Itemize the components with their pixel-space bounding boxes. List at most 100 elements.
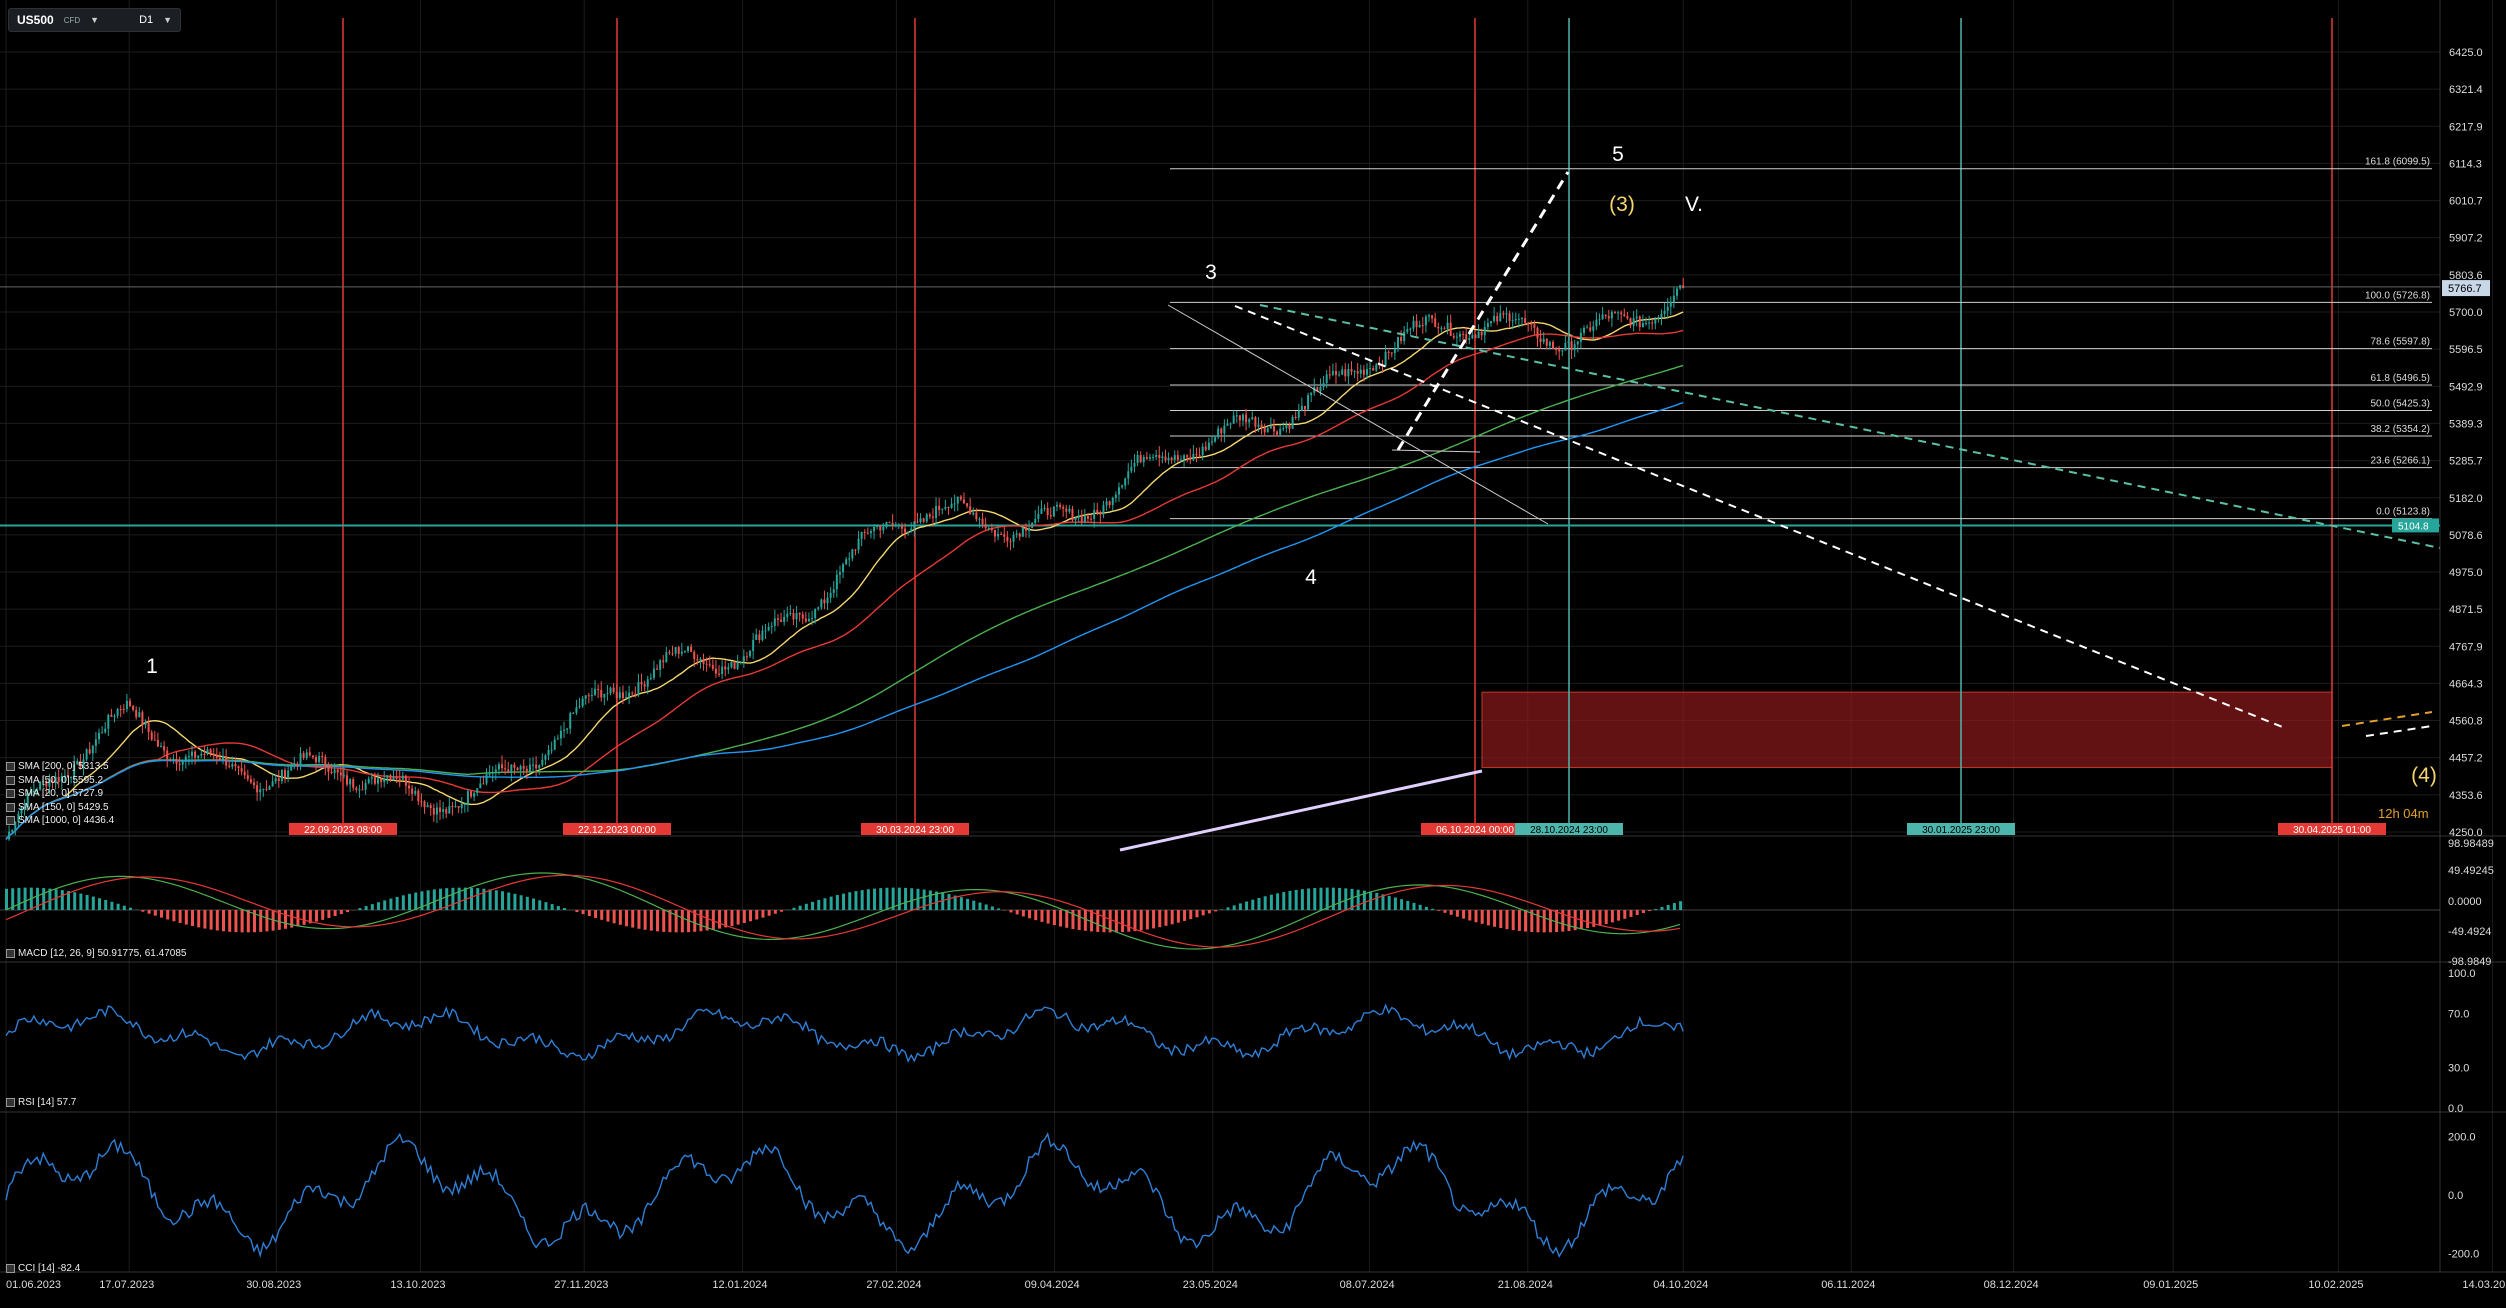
macd-bar (835, 895, 839, 910)
price-tick: 4664.3 (2449, 678, 2483, 690)
checkbox-icon[interactable] (6, 816, 15, 826)
candle-body (528, 764, 531, 772)
indicator-item[interactable]: SMA [200, 0] 5313.5 (6, 760, 114, 774)
candle-body (665, 652, 668, 663)
fib-label: 38.2 (5354.2) (2371, 424, 2431, 435)
macd-bar (1245, 901, 1249, 910)
target-zone (1481, 691, 2333, 768)
indicator-item[interactable]: SMA [20, 0] 5727.9 (6, 787, 114, 801)
checkbox-icon[interactable] (6, 1264, 15, 1273)
macd-bar (649, 910, 653, 931)
macd-bar (1679, 901, 1683, 910)
candle-body (1648, 322, 1651, 324)
macd-bar (606, 910, 610, 922)
candle-body (240, 768, 243, 772)
macd-bar (445, 888, 449, 910)
candle-body (1589, 327, 1592, 331)
candle-body (404, 775, 407, 786)
candle-body (1300, 405, 1303, 411)
candle-body (181, 760, 184, 765)
date-tick: 10.02.2025 (2308, 1279, 2363, 1291)
macd-bar (1468, 910, 1472, 921)
macd-bar (116, 903, 120, 910)
candle-body (206, 749, 209, 755)
macd-bar (780, 910, 784, 912)
candle-body (39, 781, 42, 790)
candle-body (1006, 536, 1009, 542)
macd-bar (172, 910, 176, 922)
symbol-name[interactable]: US500 (17, 13, 54, 27)
timeframe-dropdown-icon[interactable]: ▼ (163, 15, 173, 25)
candle-body (1282, 428, 1285, 430)
checkbox-icon[interactable] (6, 762, 15, 772)
indicator-item[interactable]: SMA [1000, 0] 4436.4 (6, 814, 114, 828)
candle-body (342, 775, 345, 777)
checkbox-icon[interactable] (6, 789, 15, 799)
candle-body (1654, 318, 1657, 324)
candle-body (355, 787, 358, 790)
cci-label[interactable]: CCI [14] -82.4 (6, 1263, 80, 1274)
macd-bar (122, 905, 126, 910)
candle-body (8, 831, 11, 840)
macd-bar (1567, 910, 1571, 931)
symbol-dropdown-icon[interactable]: ▼ (90, 15, 100, 25)
macd-bar (259, 910, 263, 932)
macd-bar (17, 887, 21, 910)
candle-body (1173, 455, 1176, 460)
candle-body (1313, 387, 1316, 393)
checkbox-icon[interactable] (6, 1098, 15, 1107)
checkbox-icon[interactable] (6, 949, 15, 958)
candle-body (14, 821, 17, 830)
candle-body (17, 813, 20, 822)
candle-body (1266, 428, 1269, 433)
macd-label[interactable]: MACD [12, 26, 9] 50.91775, 61.47085 (6, 948, 186, 959)
macd-bar (395, 896, 399, 910)
wave-labels: 1 3 4 5 (3) V. (4) (146, 143, 2437, 787)
macd-bar (668, 910, 672, 933)
timeframe-selector[interactable]: D1 (139, 14, 154, 26)
macd-bar (1480, 910, 1484, 924)
checkbox-icon[interactable] (6, 802, 15, 812)
macd-bar (67, 891, 71, 910)
macd-bar (1542, 910, 1546, 933)
candle-body (1297, 410, 1300, 418)
macd-bar (1654, 908, 1658, 910)
indicator-item[interactable]: SMA [50, 0] 5595.2 (6, 774, 114, 788)
price-tick: 5389.3 (2449, 418, 2483, 430)
candle-body (637, 681, 640, 696)
candle-body (1251, 417, 1254, 420)
candle-body (1093, 509, 1096, 519)
candle-body (432, 808, 435, 815)
candle-body (45, 781, 48, 787)
candle-body (1198, 455, 1201, 457)
candle-body (718, 673, 721, 675)
chart-grid (0, 0, 2493, 1272)
macd-bar (1406, 901, 1410, 910)
macd-bar (798, 905, 802, 910)
candle-body (1539, 338, 1542, 342)
cycle-label-box (563, 823, 671, 835)
candle-body (1217, 428, 1220, 438)
indicator-item[interactable]: SMA [150, 0] 5429.5 (6, 801, 114, 815)
price-tick: 4975.0 (2449, 567, 2483, 579)
candle-body (287, 770, 290, 778)
candle-body (110, 714, 113, 717)
candle-body (222, 756, 225, 760)
candle-body (826, 597, 829, 604)
cycle-label-box (1907, 823, 2015, 835)
macd-bar (556, 906, 560, 910)
candle-body (1353, 371, 1356, 373)
candle-body (156, 739, 159, 747)
rsi-label[interactable]: RSI [14] 57.7 (6, 1097, 76, 1108)
candle-body (1548, 342, 1551, 346)
macd-bar (234, 910, 238, 933)
macd-bar (1307, 888, 1311, 910)
candle-body (104, 728, 107, 733)
candle-body (897, 525, 900, 527)
candle-body (662, 660, 665, 663)
macd-bar (1232, 905, 1236, 910)
candle-body (606, 693, 609, 695)
candle-body (308, 752, 311, 756)
checkbox-icon[interactable] (6, 775, 15, 785)
